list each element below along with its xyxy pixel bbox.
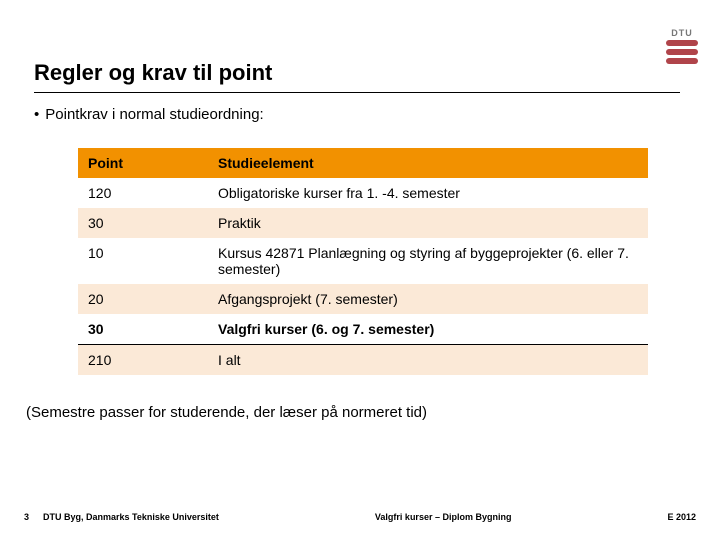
points-table: Point Studieelement 120Obligatoriske kur… [78, 148, 648, 375]
cell-points: 120 [78, 178, 208, 208]
footer: 3 DTU Byg, Danmarks Tekniske Universitet… [24, 512, 696, 522]
footer-right: E 2012 [667, 512, 696, 522]
footer-center: Valgfri kurser – Diplom Bygning [375, 512, 512, 522]
bullet-line: • Pointkrav i normal studieordning: [34, 106, 264, 123]
table-row: 120Obligatoriske kurser fra 1. -4. semes… [78, 178, 648, 208]
cell-element: I alt [208, 345, 648, 376]
logo-text: DTU [666, 28, 698, 38]
table-row: 20Afgangsprojekt (7. semester) [78, 284, 648, 314]
footnote: (Semestre passer for studerende, der læs… [26, 404, 427, 421]
footer-page: 3 [24, 512, 29, 522]
cell-element: Obligatoriske kurser fra 1. -4. semester [208, 178, 648, 208]
cell-points: 30 [78, 314, 208, 345]
cell-element: Valgfri kurser (6. og 7. semester) [208, 314, 648, 345]
cell-element: Kursus 42871 Planlægning og styring af b… [208, 238, 648, 284]
bullet-text: Pointkrav i normal studieordning: [45, 106, 263, 123]
col-header-element: Studieelement [208, 148, 648, 178]
table-row: 210I alt [78, 345, 648, 376]
footer-org: DTU Byg, Danmarks Tekniske Universitet [43, 512, 219, 522]
bullet-icon: • [34, 106, 39, 123]
page-title: Regler og krav til point [34, 60, 680, 93]
table-row: 30Valgfri kurser (6. og 7. semester) [78, 314, 648, 345]
cell-points: 30 [78, 208, 208, 238]
cell-points: 20 [78, 284, 208, 314]
dtu-logo: DTU [666, 28, 698, 64]
cell-element: Praktik [208, 208, 648, 238]
table-row: 30Praktik [78, 208, 648, 238]
col-header-points: Point [78, 148, 208, 178]
cell-element: Afgangsprojekt (7. semester) [208, 284, 648, 314]
cell-points: 10 [78, 238, 208, 284]
table-header-row: Point Studieelement [78, 148, 648, 178]
cell-points: 210 [78, 345, 208, 376]
table-row: 10Kursus 42871 Planlægning og styring af… [78, 238, 648, 284]
table-body: 120Obligatoriske kurser fra 1. -4. semes… [78, 178, 648, 375]
